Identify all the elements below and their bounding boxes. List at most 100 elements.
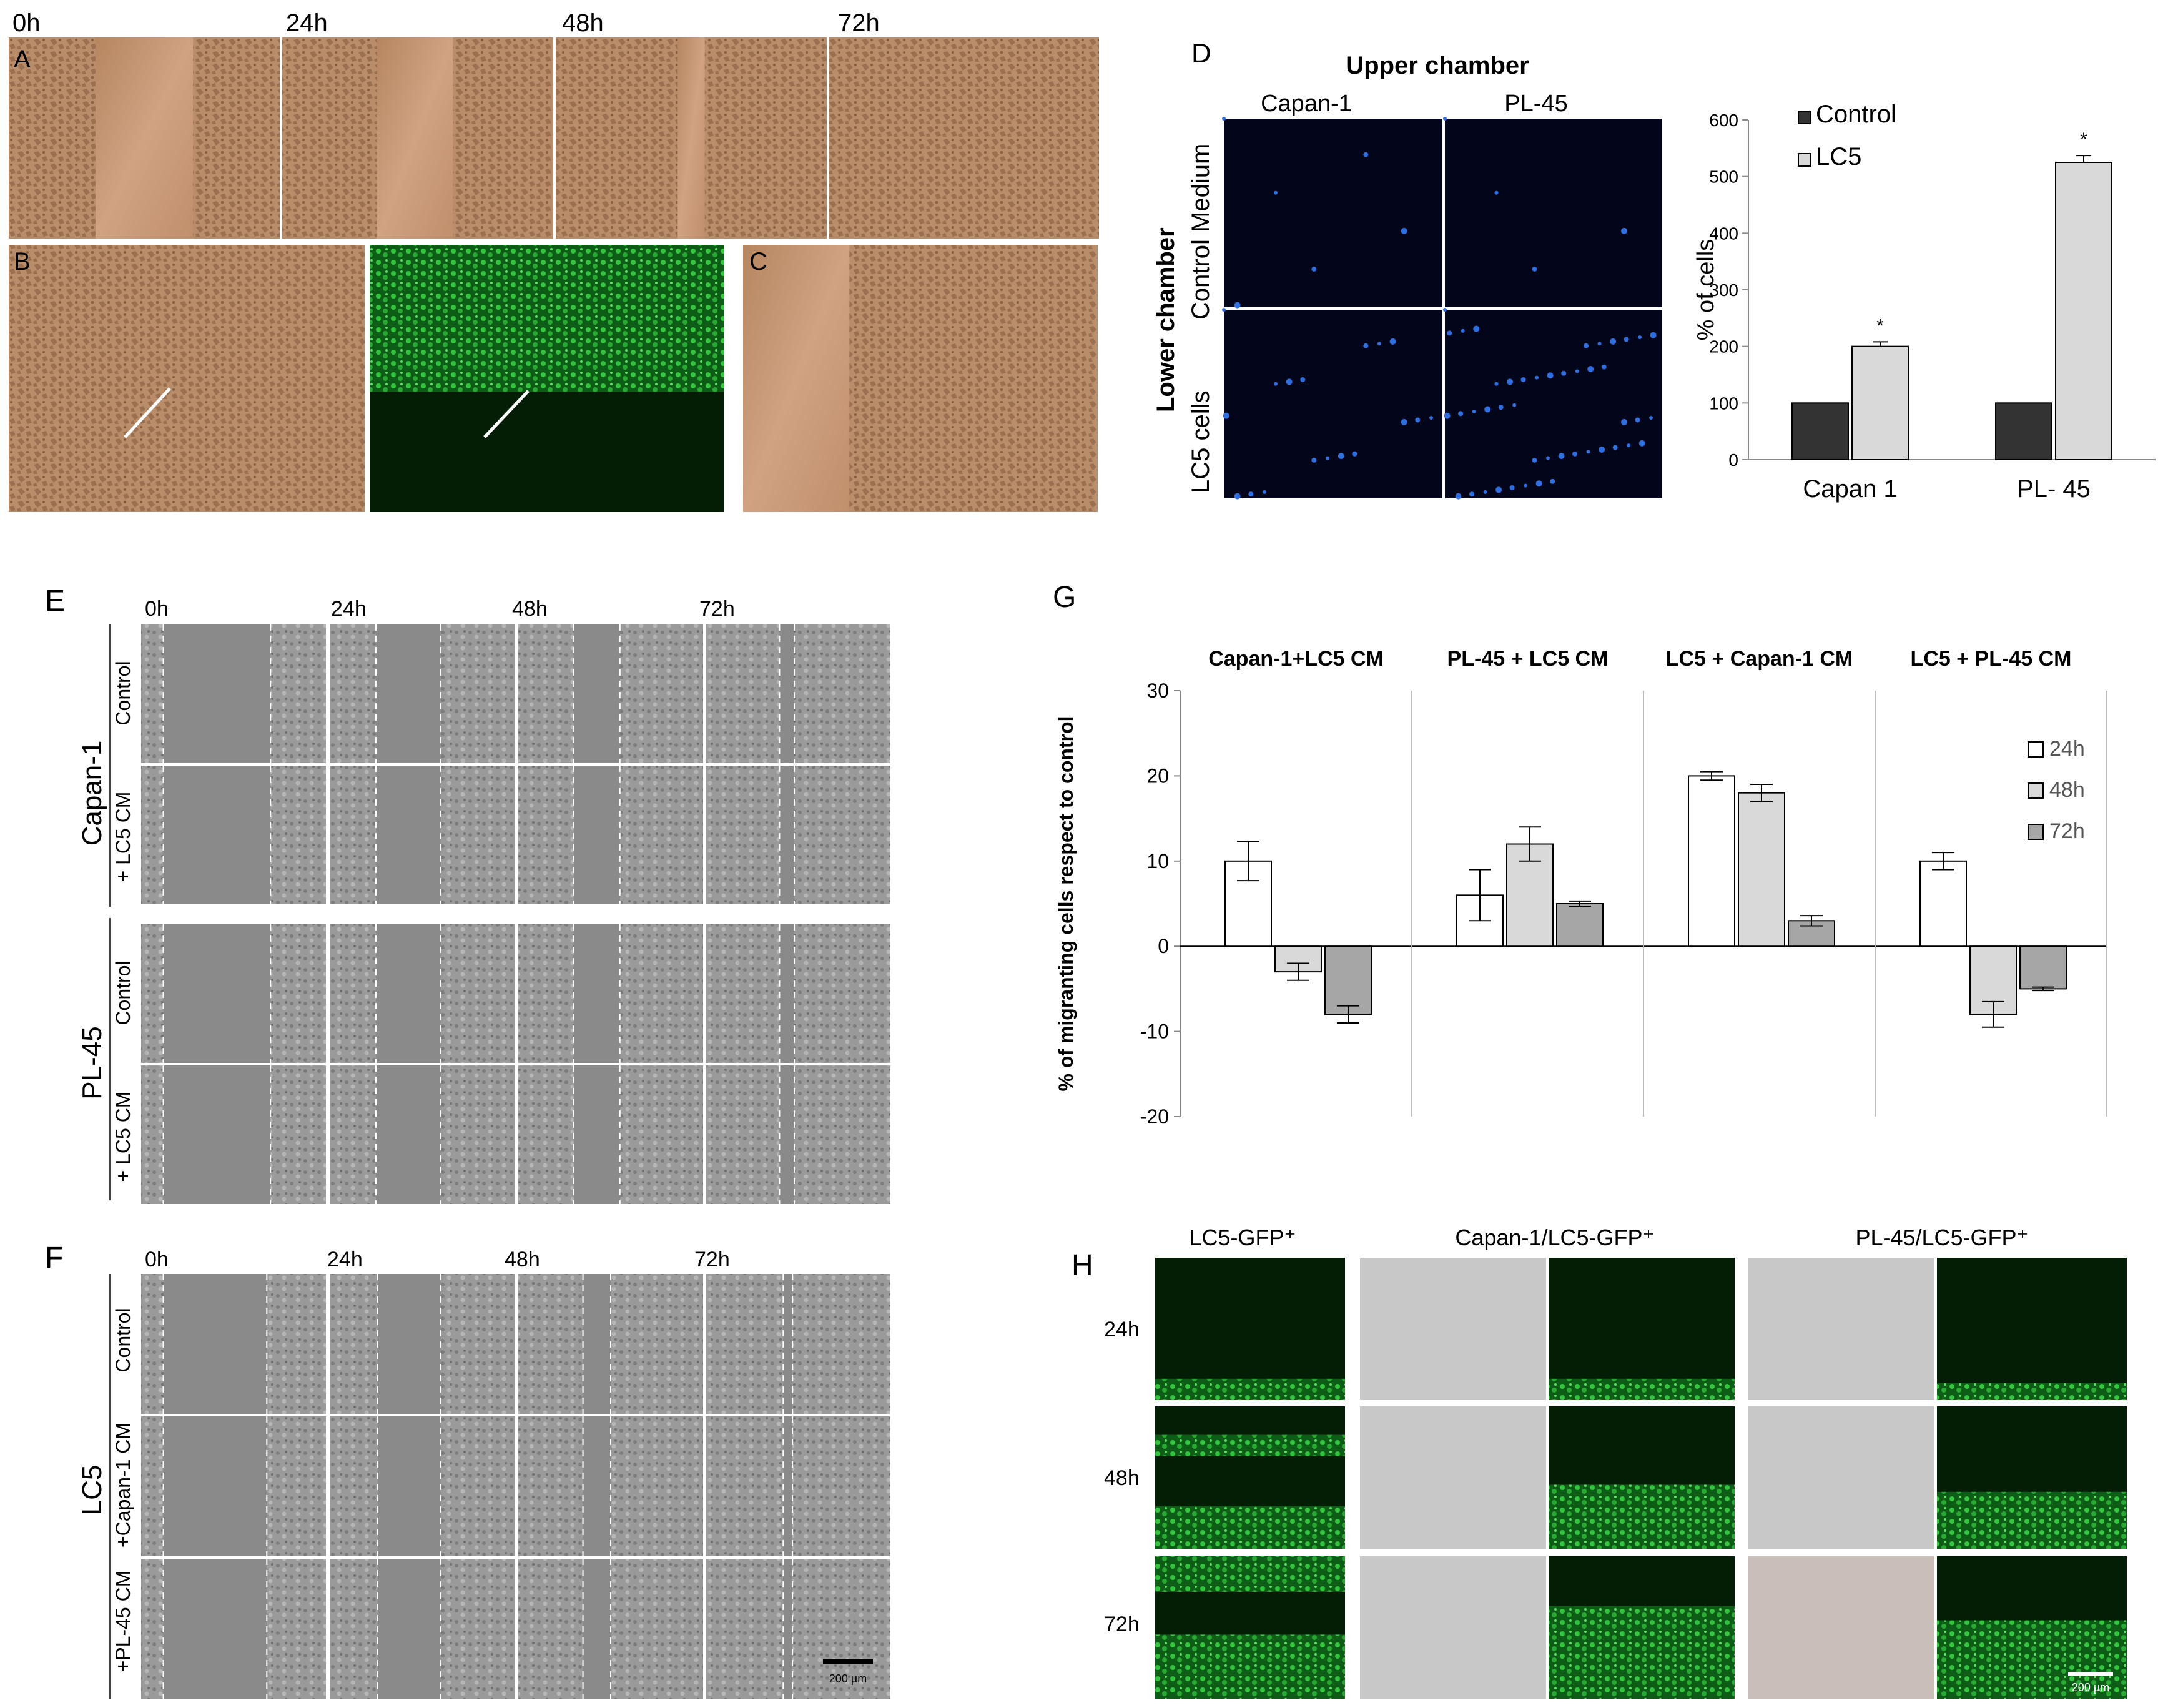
panel-h-gfp-pl45-r0-bg <box>1937 1258 2127 1400</box>
panel-d-img-pl45-control-nucleus-0 <box>1443 117 1447 121</box>
panel-d-img-capan1-lc5-nucleus-5 <box>1234 493 1241 500</box>
panel-f-img-r2-c3 <box>706 1559 890 1699</box>
panel-f-img-r0-c1-gap <box>377 1274 441 1414</box>
chart-g-bar-24h-2 <box>1688 775 1735 947</box>
panel-e-img-r0-c2-gap <box>573 624 620 763</box>
panel-f-img-r0-c0 <box>141 1274 326 1414</box>
panel-d-img-pl45-lc5-nucleus-22 <box>1458 411 1464 417</box>
panel-d-img-capan1-lc5-nucleus-2 <box>1401 418 1407 425</box>
chart-g-legend-swatch-1 <box>2028 782 2044 799</box>
chart-d-ytick-label-2: 200 <box>1709 337 1738 357</box>
panel-e-img-r0-c3-gap <box>779 624 795 763</box>
panel-f-img-r2-c1 <box>330 1559 515 1699</box>
chart-d-legend-label-1: LC5 <box>1816 143 1861 170</box>
panel-f-img-r1-c0-gap <box>163 1416 267 1556</box>
panel-h-gfp-pl45-r2 <box>1937 1556 2127 1699</box>
panel-d-img-pl45-lc5-nucleus-42 <box>1512 403 1517 407</box>
panel-h-gfp-pl45-r1 <box>1937 1406 2127 1549</box>
panel-a-image-0-gap <box>95 37 194 239</box>
panel-d-img-pl45-lc5-nucleus-25 <box>1509 485 1515 491</box>
panel-d-img-pl45-lc5-nucleus-32 <box>1484 406 1491 413</box>
panel-d-img-capan1-lc5-nucleus-4 <box>1363 343 1369 348</box>
chart-d-bar-LC5-1 <box>2055 162 2112 460</box>
panel-h-bf-pl45-r1 <box>1748 1406 1934 1549</box>
panel-d-img-pl45-lc5-nucleus-29 <box>1650 332 1657 338</box>
panel-e-img-r3-c2 <box>518 1065 703 1204</box>
panel-d-img-pl45-lc5-nucleus-19 <box>1624 337 1629 342</box>
panel-d-img-capan1-lc5-nucleus-8 <box>1286 378 1293 385</box>
panel-h-letter: H <box>1072 1249 1093 1282</box>
panel-f-img-r2-c2-gap <box>583 1559 611 1699</box>
panel-d-img-pl45-lc5-nucleus-28 <box>1561 370 1567 376</box>
panel-d-img-pl45-lc5-nucleus-26 <box>1599 446 1605 453</box>
panel-a-timepoint-24: 24h <box>286 9 328 37</box>
chart-g-legend-label-1: 48h <box>2049 778 2085 802</box>
panel-h-gfp-pl45-r2-cells-0 <box>1937 1620 2127 1699</box>
panel-e-img-r1-c3-gap <box>779 766 795 904</box>
panel-d-img-pl45-lc5-nucleus-11 <box>1558 453 1565 460</box>
panel-d-img-pl45-lc5-nucleus-31 <box>1612 445 1618 450</box>
panel-f-timepoint-72: 72h <box>694 1248 730 1271</box>
panel-d-img-pl45-lc5-nucleus-30 <box>1524 483 1528 488</box>
panel-d-img-capan1-lc5-bg <box>1224 310 1442 498</box>
panel-e-timepoint-0: 0h <box>145 597 169 621</box>
chart-g-bar-72h-0 <box>1324 945 1372 1015</box>
chart-g-ytick-label-1: -10 <box>1140 1020 1169 1043</box>
chart-d-ytick-label-1: 100 <box>1709 393 1738 413</box>
panel-e-group-capan1: Capan-1 <box>77 741 107 846</box>
panel-h-header-capan1: Capan-1/LC5-GFP⁺ <box>1455 1225 1654 1250</box>
panel-e-img-r3-c1-gap <box>376 1065 441 1204</box>
panel-h-gfp-pl45-r0-cells-0 <box>1937 1383 2127 1400</box>
chart-d-category-1: PL- 45 <box>2017 475 2091 503</box>
panel-d-img-pl45-lc5-nucleus-20 <box>1495 486 1502 493</box>
panel-d-img-pl45-lc5 <box>1443 308 1662 500</box>
panel-f-img-r2-c3-bg <box>706 1559 890 1699</box>
panel-d-img-pl45-lc5-nucleus-34 <box>1447 330 1452 336</box>
panel-f-img-r1-c3-gap <box>783 1416 793 1556</box>
panel-f-img-r2-c0-gap <box>163 1559 267 1699</box>
panel-e-img-r0-c1-gap <box>376 624 441 763</box>
panel-d-img-capan1-lc5-nucleus-6 <box>1325 456 1329 460</box>
chart-g-ytick-label-2: 0 <box>1158 935 1169 957</box>
panel-d-img-pl45-lc5-nucleus-14 <box>1610 338 1617 345</box>
chart-d-bar-Control-1 <box>1995 402 2052 460</box>
panel-c-letter: C <box>749 248 767 275</box>
panel-f-img-r2-c0 <box>141 1559 326 1699</box>
chart-g-legend-swatch-0 <box>2028 741 2044 758</box>
panel-d-img-capan1-lc5-nucleus-11 <box>1338 453 1344 460</box>
panel-d-img-capan1-lc5-nucleus-12 <box>1429 416 1433 420</box>
panel-h-scalebar-label: 200 µm <box>2072 1681 2109 1694</box>
panel-d-img-capan1-lc5-nucleus-16 <box>1352 451 1357 457</box>
panel-d-img-pl45-lc5-nucleus-15 <box>1483 490 1487 494</box>
panel-e-img-r2-c0 <box>141 924 326 1063</box>
panel-e-img-r1-c3-bg <box>706 766 890 904</box>
panel-b-fluor-arrow <box>483 390 530 438</box>
panel-d-img-pl45-control-nucleus-2 <box>1621 227 1628 234</box>
panel-e-img-r1-c1 <box>330 766 515 904</box>
panel-f-img-r1-c2 <box>518 1416 703 1556</box>
panel-d-img-capan1-lc5-nucleus-0 <box>1222 308 1226 312</box>
chart-g-group-title-1: PL-45 + LC5 CM <box>1447 647 1609 671</box>
panel-d-img-pl45-control <box>1443 117 1662 307</box>
panel-d-img-capan1-lc5 <box>1222 308 1442 500</box>
panel-d-img-capan1-control <box>1222 117 1442 309</box>
panel-e-img-r3-c3 <box>706 1065 890 1204</box>
panel-f-img-r1-c1-gap <box>377 1416 441 1556</box>
panel-h-lc5-r0-bg <box>1155 1258 1345 1400</box>
panel-f-img-r0-c2-gap <box>583 1274 611 1414</box>
panel-a-image-1-gap <box>377 37 453 239</box>
panel-d-img-capan1-lc5-nucleus-9 <box>1377 342 1381 346</box>
panel-d-img-capan1-lc5-nucleus-7 <box>1415 417 1421 423</box>
panel-b-letter: B <box>14 248 31 275</box>
panel-f-timepoint-24: 24h <box>327 1248 363 1271</box>
panel-f-row-pl45cm: +PL-45 CM <box>112 1571 134 1672</box>
panel-d-img-pl45-lc5-nucleus-5 <box>1455 493 1462 500</box>
chart-d-ytick-label-6: 600 <box>1709 111 1738 130</box>
panel-e-timepoint-72: 72h <box>699 597 735 621</box>
panel-d-img-pl45-lc5-nucleus-18 <box>1535 375 1539 380</box>
panel-e-img-r2-c1 <box>330 924 515 1063</box>
panel-d-img-pl45-lc5-nucleus-39 <box>1461 328 1465 333</box>
panel-h-row-24h: 24h <box>1104 1318 1140 1341</box>
panel-e-timepoint-48: 48h <box>512 597 548 621</box>
